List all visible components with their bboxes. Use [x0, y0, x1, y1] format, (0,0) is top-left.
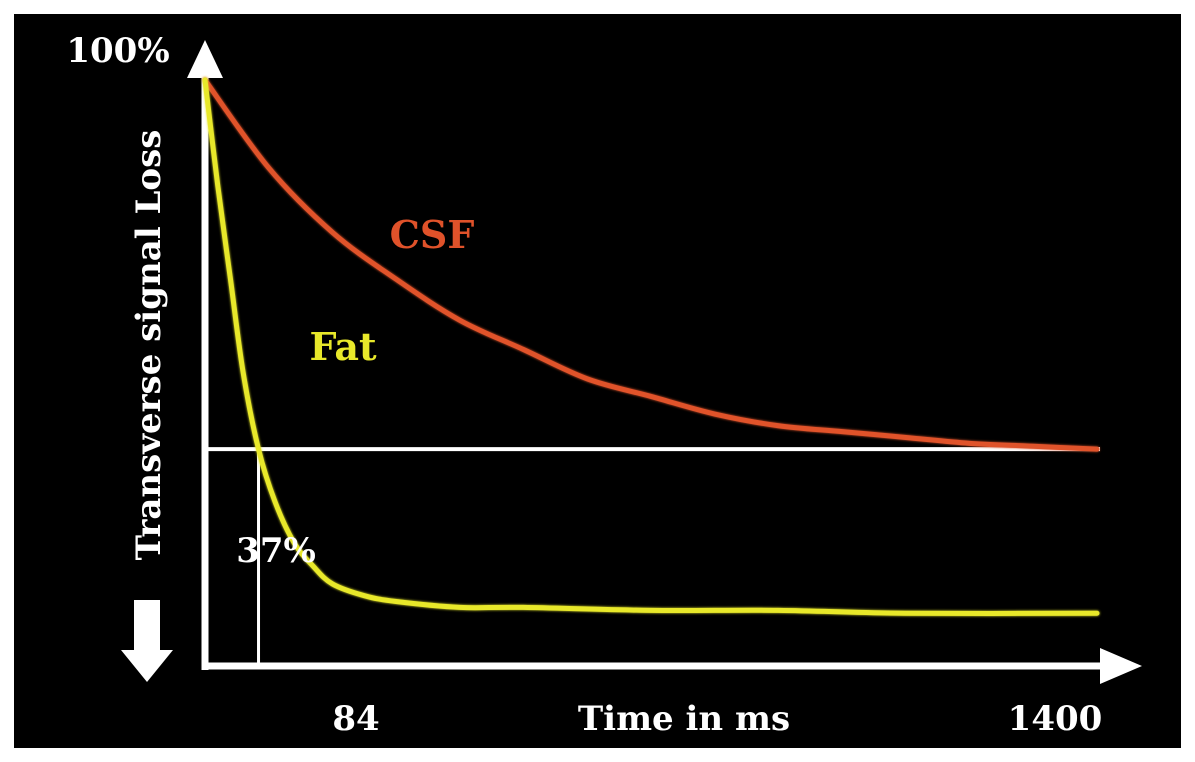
x-axis-title: Time in ms [578, 699, 790, 739]
x-axis-arrowhead [1100, 648, 1142, 684]
threshold-label: 37% [236, 531, 316, 571]
y-top-label: 100% [66, 31, 169, 71]
y-axis-arrowhead [187, 40, 223, 78]
y-axis-title: Transverse signal Loss [129, 130, 169, 561]
x-tick-label-1400: 1400 [1008, 699, 1103, 739]
y-axis-down-arrow-icon [121, 600, 173, 682]
x-tick-label-84: 84 [332, 699, 379, 739]
series-line-fat [202, 77, 1100, 616]
series-label-fat: Fat [309, 324, 377, 369]
series-line-csf [202, 77, 1100, 452]
series-label-csf: CSF [390, 212, 475, 257]
